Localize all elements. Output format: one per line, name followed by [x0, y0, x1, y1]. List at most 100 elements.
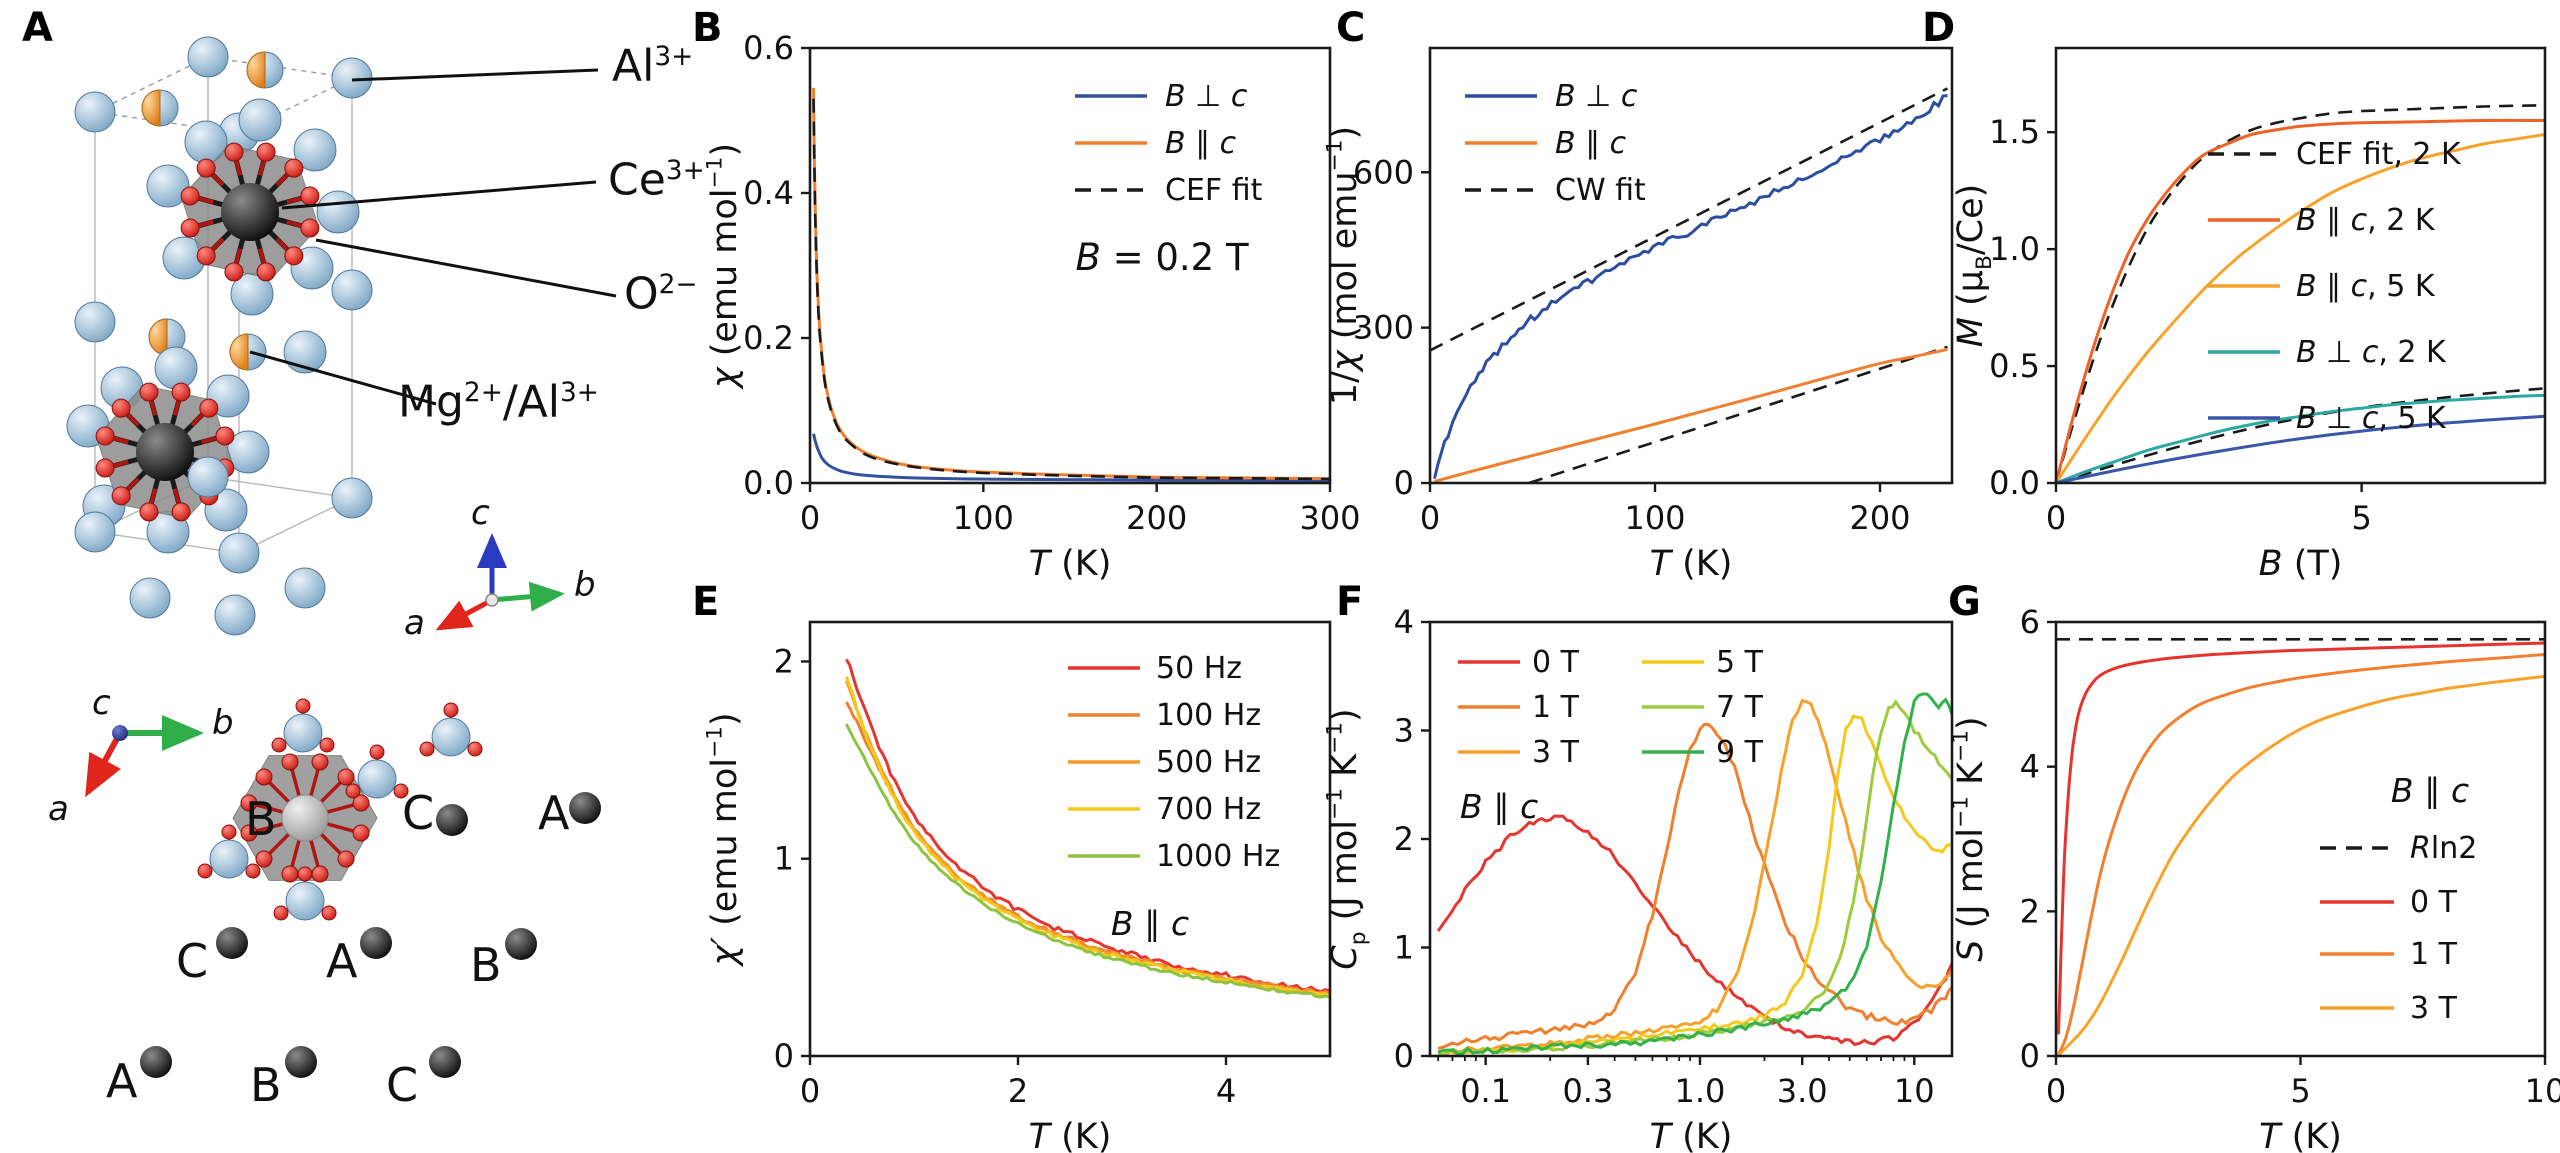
- stack-letter: C: [176, 934, 209, 988]
- svg-text:B = 0.2 T: B = 0.2 T: [1075, 236, 1249, 279]
- svg-text:3.0: 3.0: [1777, 1072, 1828, 1110]
- axis-label-c-lower: c: [92, 683, 111, 723]
- series-inv-chi-perp: [1433, 94, 1948, 479]
- svg-text:B ∥ c: B ∥ c: [1460, 787, 1538, 826]
- axis-label-b-lower: b: [212, 703, 234, 743]
- series-9T: [1437, 692, 1953, 1056]
- svg-text:5: 5: [2351, 499, 2371, 537]
- svg-text:4: 4: [2020, 748, 2040, 786]
- svg-text:S (J mol−1 K−1): S (J mol−1 K−1): [1948, 716, 1991, 961]
- series-1000Hz: [845, 723, 1331, 999]
- svg-text:1.0: 1.0: [1989, 230, 2040, 268]
- svg-text:CEF fit: CEF fit: [1165, 173, 1263, 208]
- svg-text:B ∥ c: B ∥ c: [2391, 771, 2469, 810]
- svg-text:0: 0: [2046, 499, 2066, 537]
- svg-text:600: 600: [1353, 153, 1414, 191]
- svg-text:3: 3: [1394, 712, 1414, 750]
- svg-text:0.6: 0.6: [743, 29, 794, 67]
- series-1T: [1437, 722, 1953, 1050]
- series-0T: [2056, 641, 2546, 1035]
- svg-text:200: 200: [1849, 499, 1910, 537]
- panel-label-b: B: [692, 5, 723, 51]
- svg-text:CEF fit, 2 K: CEF fit, 2 K: [2296, 137, 2462, 172]
- svg-text:3 T: 3 T: [2410, 991, 2458, 1026]
- axis-label-a-upper: a: [404, 603, 425, 643]
- svg-text:2: 2: [774, 642, 794, 680]
- series-CEF-fit: [812, 98, 1331, 481]
- svg-text:0: 0: [774, 1037, 794, 1075]
- series-B-par-c-2K: [2055, 118, 2546, 484]
- svg-text:0: 0: [2020, 1037, 2040, 1075]
- svg-text:10: 10: [2525, 1072, 2560, 1110]
- svg-text:500 Hz: 500 Hz: [1156, 745, 1261, 780]
- svg-text:1.0: 1.0: [1675, 1072, 1726, 1110]
- atom-label-ce: Ce3+: [608, 154, 705, 206]
- svg-text:0: 0: [1394, 464, 1414, 502]
- svg-text:7 T: 7 T: [1716, 690, 1764, 725]
- svg-text:1: 1: [1394, 929, 1414, 967]
- svg-text:300: 300: [1299, 499, 1360, 537]
- svg-text:T (K): T (K): [1029, 1117, 1112, 1153]
- svg-text:B ⊥ c, 2 K: B ⊥ c, 2 K: [2296, 335, 2447, 370]
- svg-text:300: 300: [1353, 309, 1414, 347]
- svg-text:100: 100: [1624, 499, 1685, 537]
- series-B-par-c: [812, 87, 1331, 481]
- stack-letter: B: [470, 938, 502, 992]
- panel-label-e: E: [692, 579, 720, 625]
- svg-text:T (K): T (K): [1029, 544, 1112, 584]
- svg-text:10: 10: [1894, 1072, 1935, 1110]
- panel-label-f: F: [1336, 579, 1364, 625]
- svg-text:5: 5: [2290, 1072, 2310, 1110]
- series-50Hz: [845, 658, 1331, 994]
- panel-C-chart: 0 100 200 0 300 600 T (K) 1/χ (mol emu−1) B ⊥ c B…: [1322, 46, 1954, 584]
- series-CEF-fit-perp: [2055, 387, 2546, 484]
- svg-text:1 T: 1 T: [1532, 690, 1580, 725]
- svg-text:0.0: 0.0: [743, 464, 794, 502]
- svg-text:1000 Hz: 1000 Hz: [1156, 839, 1280, 874]
- stack-letter: A: [538, 786, 570, 840]
- svg-text:B ⊥ c, 5 K: B ⊥ c, 5 K: [2296, 401, 2447, 436]
- svg-text:200: 200: [1126, 499, 1187, 537]
- svg-text:700 Hz: 700 Hz: [1156, 792, 1261, 827]
- svg-text:Cp (J mol−1 K−1): Cp (J mol−1 K−1): [1322, 708, 1370, 969]
- svg-text:CW fit: CW fit: [1555, 173, 1646, 208]
- svg-text:0.1: 0.1: [1460, 1072, 1511, 1110]
- axis-label-b-upper: b: [574, 565, 596, 605]
- svg-text:1 T: 1 T: [2410, 937, 2458, 972]
- atom-label-al: Al3+: [612, 40, 694, 92]
- series-CW-fit-par: [1528, 345, 1948, 484]
- svg-text:50 Hz: 50 Hz: [1156, 651, 1242, 686]
- atom-label-o: O2−: [624, 268, 698, 320]
- svg-text:T (K): T (K): [1650, 1117, 1733, 1153]
- axis-label-c-upper: c: [471, 493, 490, 533]
- svg-text:0 T: 0 T: [2410, 885, 2458, 920]
- panel-F-chart: 0.1 0.3 1.0 3.0 10 0 1 2 3 4 T (K) Cp (J mol−1 K−1)…: [1322, 603, 1954, 1153]
- svg-text:B ⊥ c: B ⊥ c: [1165, 79, 1248, 114]
- svg-text:2: 2: [2020, 892, 2040, 930]
- svg-text:0.2: 0.2: [743, 319, 794, 357]
- svg-text:B ∥ c, 5 K: B ∥ c, 5 K: [2296, 269, 2436, 304]
- svg-text:100 Hz: 100 Hz: [1156, 698, 1261, 733]
- svg-text:4: 4: [1394, 603, 1414, 641]
- panel-label-c: C: [1336, 5, 1366, 51]
- svg-text:0: 0: [1420, 499, 1440, 537]
- panel-B-chart: 0 100 200 300 0.0 0.2 0.4 0.6 T (K) χ (emu mol−1)…: [702, 29, 1360, 584]
- svg-text:6: 6: [2020, 603, 2040, 641]
- svg-text:T (K): T (K): [1650, 544, 1733, 584]
- stack-letter: A: [326, 934, 358, 988]
- svg-text:2: 2: [1008, 1072, 1028, 1110]
- svg-text:4: 4: [1216, 1072, 1236, 1110]
- svg-text:0: 0: [2046, 1072, 2066, 1110]
- svg-text:T (K): T (K): [2259, 1117, 2342, 1153]
- svg-text:1: 1: [774, 840, 794, 878]
- svg-text:0.4: 0.4: [743, 174, 794, 212]
- stack-letter: B: [245, 792, 277, 846]
- series-0T: [1436, 814, 1953, 1047]
- svg-text:χ (emu mol−1): χ (emu mol−1): [702, 143, 745, 390]
- svg-text:B ∥ c: B ∥ c: [1165, 126, 1237, 161]
- stack-letter: C: [386, 1058, 419, 1112]
- svg-text:B ∥ c, 2 K: B ∥ c, 2 K: [2296, 203, 2436, 238]
